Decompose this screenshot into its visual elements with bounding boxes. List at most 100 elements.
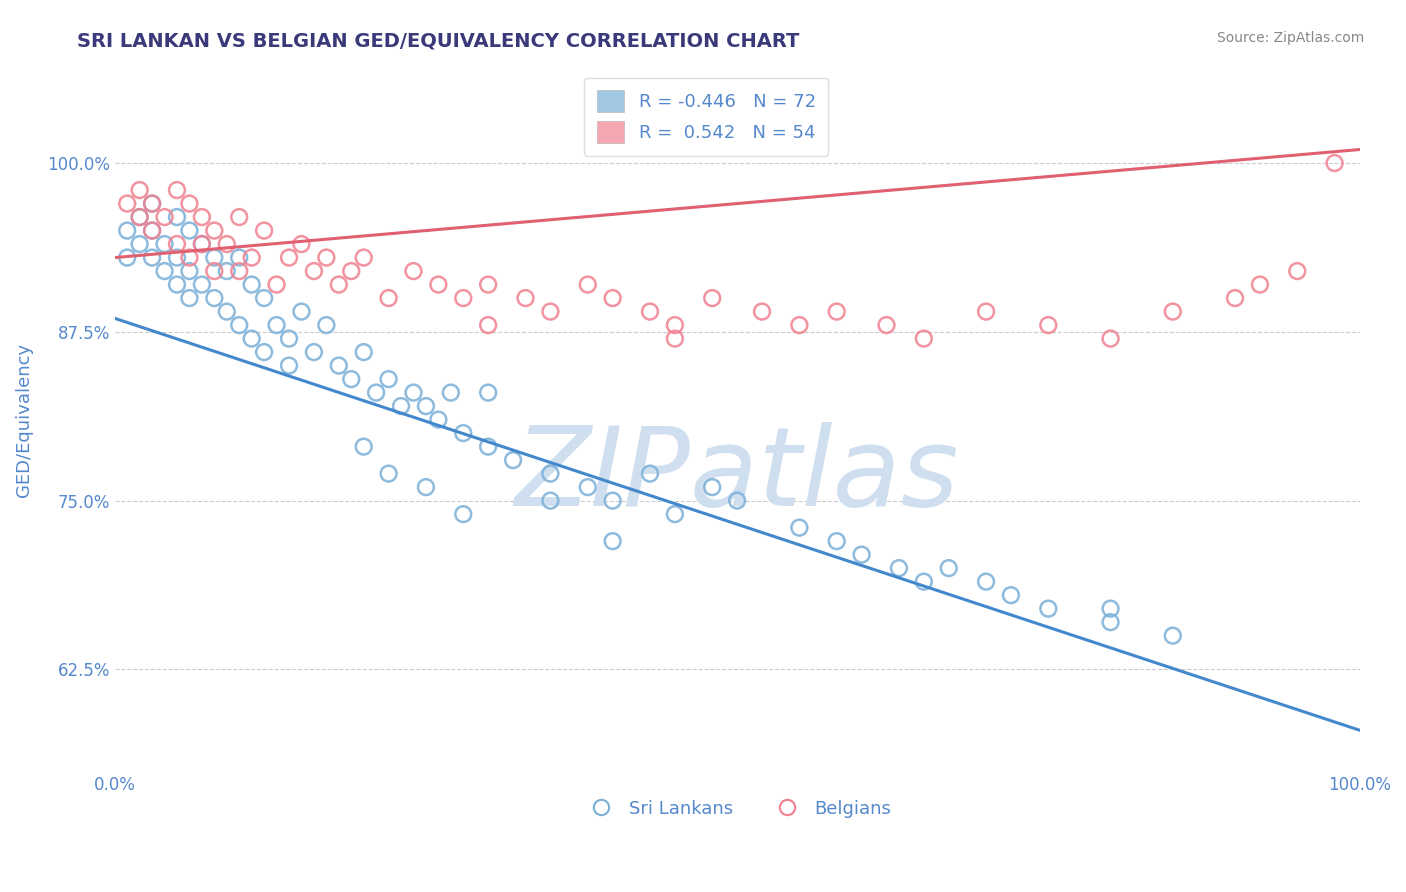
Point <box>215 237 238 252</box>
Point <box>215 304 238 318</box>
Point <box>538 493 561 508</box>
Point <box>141 196 163 211</box>
Point <box>912 332 935 346</box>
Point <box>115 251 138 265</box>
Point <box>128 237 150 252</box>
Point <box>166 210 188 224</box>
Point <box>166 237 188 252</box>
Point <box>202 264 225 278</box>
Point <box>477 318 499 332</box>
Point <box>477 277 499 292</box>
Point <box>215 264 238 278</box>
Point <box>166 251 188 265</box>
Point <box>1286 264 1309 278</box>
Point <box>1249 277 1271 292</box>
Point <box>228 264 250 278</box>
Point <box>202 223 225 237</box>
Point <box>141 223 163 237</box>
Point <box>389 399 412 413</box>
Point <box>179 291 201 305</box>
Point <box>1161 629 1184 643</box>
Point <box>340 372 363 386</box>
Text: Source: ZipAtlas.com: Source: ZipAtlas.com <box>1216 31 1364 45</box>
Point <box>751 304 773 318</box>
Point <box>377 372 399 386</box>
Point <box>353 345 375 359</box>
Point <box>851 548 873 562</box>
Point <box>377 291 399 305</box>
Point <box>240 277 263 292</box>
Point <box>415 480 437 494</box>
Point <box>402 264 425 278</box>
Point <box>315 251 337 265</box>
Point <box>453 426 475 441</box>
Point <box>179 196 201 211</box>
Point <box>440 385 463 400</box>
Point <box>377 467 399 481</box>
Point <box>664 332 686 346</box>
Point <box>366 385 388 400</box>
Point <box>1099 332 1122 346</box>
Point <box>664 507 686 521</box>
Point <box>602 534 624 549</box>
Point <box>302 264 325 278</box>
Point <box>502 453 524 467</box>
Point <box>302 345 325 359</box>
Point <box>141 223 163 237</box>
Point <box>191 237 214 252</box>
Point <box>328 277 350 292</box>
Text: ZIPatlas: ZIPatlas <box>515 422 959 529</box>
Point <box>938 561 960 575</box>
Point <box>278 251 301 265</box>
Point <box>202 291 225 305</box>
Point <box>141 251 163 265</box>
Point <box>266 277 288 292</box>
Point <box>290 237 312 252</box>
Point <box>166 183 188 197</box>
Point <box>1323 156 1346 170</box>
Point <box>1099 601 1122 615</box>
Point <box>253 291 276 305</box>
Point <box>427 412 450 426</box>
Point <box>538 304 561 318</box>
Point <box>912 574 935 589</box>
Point <box>253 223 276 237</box>
Point <box>153 264 176 278</box>
Text: SRI LANKAN VS BELGIAN GED/EQUIVALENCY CORRELATION CHART: SRI LANKAN VS BELGIAN GED/EQUIVALENCY CO… <box>77 31 800 50</box>
Point <box>353 440 375 454</box>
Point <box>290 304 312 318</box>
Point <box>638 304 661 318</box>
Point <box>538 467 561 481</box>
Point <box>340 264 363 278</box>
Point <box>725 493 748 508</box>
Point <box>876 318 898 332</box>
Point <box>974 574 997 589</box>
Point <box>1038 601 1060 615</box>
Point <box>415 399 437 413</box>
Point <box>515 291 537 305</box>
Point <box>179 223 201 237</box>
Point <box>477 385 499 400</box>
Point <box>115 223 138 237</box>
Point <box>1038 318 1060 332</box>
Point <box>1223 291 1246 305</box>
Point <box>240 251 263 265</box>
Point <box>602 291 624 305</box>
Point <box>128 210 150 224</box>
Point <box>266 318 288 332</box>
Point <box>576 480 599 494</box>
Point <box>328 359 350 373</box>
Point <box>141 196 163 211</box>
Point <box>576 277 599 292</box>
Point <box>1000 588 1022 602</box>
Point <box>974 304 997 318</box>
Point <box>353 251 375 265</box>
Point <box>253 345 276 359</box>
Legend: Sri Lankans, Belgians: Sri Lankans, Belgians <box>576 792 898 825</box>
Point <box>228 318 250 332</box>
Point <box>638 467 661 481</box>
Point <box>128 210 150 224</box>
Point <box>789 521 811 535</box>
Point <box>166 277 188 292</box>
Point <box>191 237 214 252</box>
